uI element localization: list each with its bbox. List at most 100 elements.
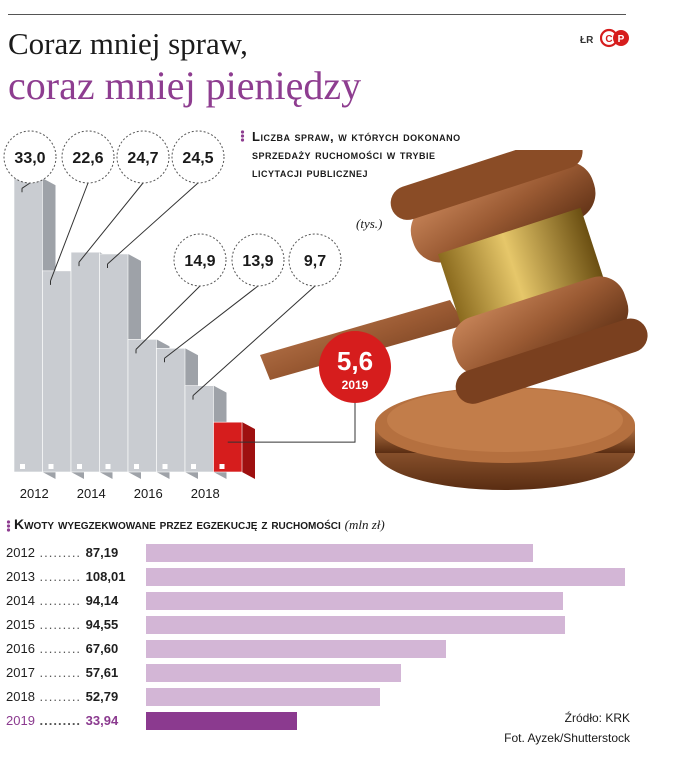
dot-leader: .........	[34, 617, 86, 632]
author-initials: ŁR	[580, 35, 594, 46]
value-label-circle	[171, 130, 225, 184]
hbar-value: 57,61	[85, 665, 119, 680]
label-leader	[135, 285, 201, 354]
hbar-year: 2019	[6, 713, 35, 728]
hbar-label: 2014 ......... 94,14	[6, 593, 118, 608]
bar	[213, 421, 243, 473]
legend-dots-icon-2	[6, 520, 11, 532]
hbar-value: 87,19	[85, 545, 119, 560]
hbar-year: 2018	[6, 689, 35, 704]
hbar-value: 52,79	[85, 689, 119, 704]
highlight-year: 2019	[342, 378, 369, 392]
hbar	[146, 616, 566, 634]
hbar-value: 33,94	[85, 713, 119, 728]
hbar-year: 2015	[6, 617, 35, 632]
title-line-1: Coraz mniej spraw,	[8, 26, 248, 61]
highlight-circle	[319, 331, 391, 403]
value-label: 14,9	[184, 253, 215, 270]
bar-base-marker	[77, 464, 82, 469]
dot-leader: .........	[34, 689, 86, 704]
value-label: 33,0	[14, 150, 45, 167]
dot-leader: .........	[34, 713, 86, 728]
cp-logo-icon: C P	[600, 28, 629, 48]
hbar-value: 108,01	[85, 569, 126, 584]
value-label: 13,9	[242, 253, 273, 270]
bar-base-marker	[134, 464, 139, 469]
hbar	[146, 544, 533, 562]
title-line-2: coraz mniej pieniędzy	[8, 63, 362, 108]
bar	[70, 251, 100, 473]
bar	[13, 178, 43, 473]
svg-text:P: P	[618, 34, 625, 45]
bar	[127, 339, 157, 473]
bar-base-marker	[105, 464, 111, 469]
value-label: 22,6	[72, 150, 103, 167]
label-leader	[50, 182, 89, 285]
x-tick-label: 2012	[20, 486, 49, 501]
dot-leader: .........	[34, 641, 86, 656]
bar-base-marker	[48, 464, 54, 469]
hbar-label: 2016 ......... 67,60	[6, 641, 118, 656]
hbar-label: 2013 ......... 108,01	[6, 569, 125, 584]
hbar-row: 2017 ......... 57,61	[0, 662, 640, 684]
hbar-row: 2018 ......... 52,79	[0, 686, 640, 708]
chart2-title-text: Kwoty wyegzekwowane przez egzekucję z ru…	[14, 516, 341, 532]
value-label-circle	[173, 233, 227, 287]
value-label-circle	[3, 130, 57, 184]
value-label: 9,7	[304, 253, 326, 270]
dot-leader: .........	[34, 665, 86, 680]
chart2-title: Kwoty wyegzekwowane przez egzekucję z ru…	[14, 516, 385, 533]
label-leader	[21, 182, 31, 193]
bar	[42, 270, 72, 473]
hbar-row: 2019 ......... 33,94	[0, 710, 640, 732]
hbar-year: 2012	[6, 545, 35, 560]
bar-base-marker	[20, 464, 25, 469]
hbar-year: 2017	[6, 665, 35, 680]
value-label-circle	[61, 130, 115, 184]
highlight-value: 5,6	[337, 346, 373, 376]
bar	[156, 347, 186, 473]
stepped-bar-chart: 33,0 22,6 24,7 24,5 14,9 13,9 9,7 5,6 2019 2012 20…	[3, 130, 391, 501]
value-label-circle	[288, 233, 342, 287]
top-rule	[8, 14, 626, 15]
bar	[184, 385, 214, 473]
hbar	[146, 568, 625, 586]
value-label-circle	[231, 233, 285, 287]
hbar-row: 2013 ......... 108,01	[0, 566, 640, 588]
hbar-label: 2017 ......... 57,61	[6, 665, 118, 680]
x-tick-label: 2016	[134, 486, 163, 501]
value-label-circle	[116, 130, 170, 184]
bar-side	[242, 422, 255, 479]
hbar-value: 67,60	[85, 641, 119, 656]
bar-base-marker	[162, 464, 168, 469]
x-tick-label: 2018	[191, 486, 220, 501]
hbar-label: 2019 ......... 33,94	[6, 713, 118, 728]
dot-leader: .........	[34, 593, 86, 608]
hbar	[146, 640, 446, 658]
label-leader	[164, 285, 259, 363]
value-label: 24,5	[182, 150, 213, 167]
bar	[99, 253, 129, 473]
hbar-label: 2015 ......... 94,55	[6, 617, 118, 632]
hbar-year: 2014	[6, 593, 35, 608]
chart1-title: Liczba spraw, w których dokonano sprzeda…	[252, 129, 461, 180]
dot-leader: .........	[34, 569, 86, 584]
label-leader	[107, 182, 199, 268]
hbar-year: 2013	[6, 569, 35, 584]
hbar	[146, 592, 564, 610]
hbar-label: 2012 ......... 87,19	[6, 545, 118, 560]
hbar	[146, 712, 297, 730]
hbar-value: 94,55	[85, 617, 119, 632]
hbar-label: 2018 ......... 52,79	[6, 689, 118, 704]
photo-credit: Fot. Ayzek/Shutterstock	[504, 731, 630, 745]
hbar	[146, 664, 402, 682]
x-tick-label: 2014	[77, 486, 106, 501]
svg-text:C: C	[605, 34, 612, 45]
label-leader	[192, 285, 316, 400]
hbar-value: 94,14	[85, 593, 119, 608]
highlight-leader	[227, 400, 356, 443]
bar-base-marker	[219, 464, 225, 469]
bar-base-marker	[191, 464, 196, 469]
value-label: 24,7	[127, 150, 158, 167]
label-leader	[78, 182, 144, 267]
